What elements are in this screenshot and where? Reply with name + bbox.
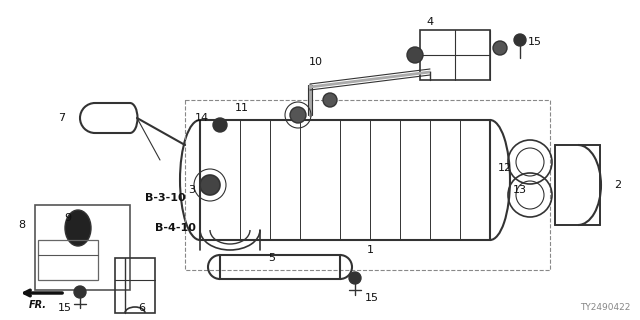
Bar [38,240,98,280]
Bar [200,120,490,240]
Text: 15: 15 [365,293,379,303]
Bar [115,258,155,313]
Text: FR.: FR. [29,300,47,310]
Text: 13: 13 [513,185,527,195]
Text: 2: 2 [614,180,621,190]
Circle shape [493,41,507,55]
Text: TY2490422: TY2490422 [580,303,630,312]
Text: 14: 14 [195,113,209,123]
Circle shape [407,47,423,63]
Bar [35,205,130,290]
Ellipse shape [65,210,91,246]
Circle shape [213,118,227,132]
Text: 11: 11 [235,103,249,113]
Text: B-3-10: B-3-10 [145,193,186,203]
Circle shape [200,175,220,195]
Text: 4: 4 [426,17,433,27]
Text: 7: 7 [58,113,65,123]
Circle shape [74,286,86,298]
Circle shape [323,93,337,107]
Text: 15: 15 [528,37,542,47]
Text: 1: 1 [367,245,374,255]
Text: 9: 9 [65,213,72,223]
Text: 15: 15 [58,303,72,313]
Bar [555,145,600,225]
Text: 3: 3 [189,185,195,195]
Circle shape [290,107,306,123]
Circle shape [349,272,361,284]
Text: 6: 6 [138,303,145,313]
Text: B-4-10: B-4-10 [155,223,195,233]
Text: 5: 5 [269,253,275,263]
Circle shape [514,34,526,46]
Text: 8: 8 [19,220,26,230]
Bar [420,30,490,80]
Text: 10: 10 [309,57,323,67]
Text: 12: 12 [498,163,512,173]
Bar [185,100,550,270]
Bar [220,255,340,279]
